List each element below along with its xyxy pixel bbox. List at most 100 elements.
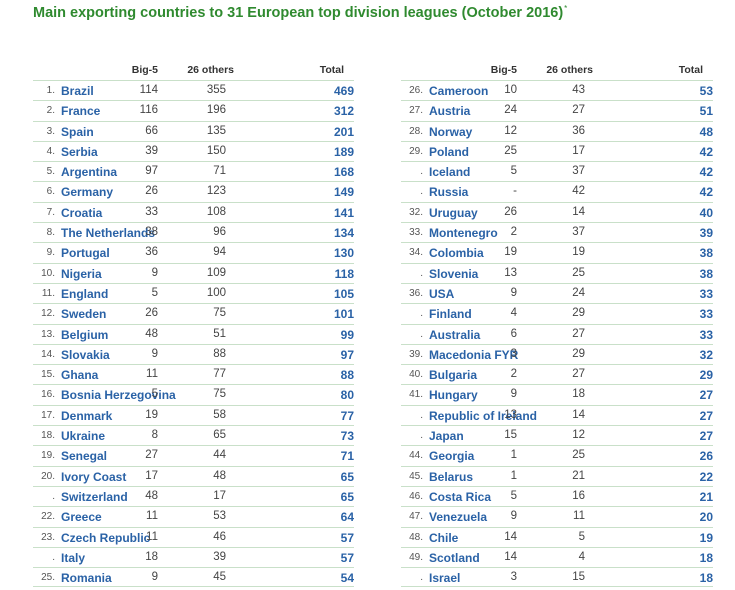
total-value: 64 (340, 510, 354, 525)
big5-value: 5 (151, 388, 158, 401)
big5-value: 27 (145, 449, 158, 462)
others-value: 14 (572, 205, 585, 218)
country: Belgium (61, 327, 109, 342)
big5-value: 8 (151, 429, 158, 442)
others-value: 25 (572, 449, 585, 462)
rank: . (420, 572, 423, 584)
table-row: 44. Georgia 1 25 26 (401, 445, 713, 465)
country: Ukraine (61, 429, 106, 444)
rank: . (420, 409, 423, 421)
rank: 44. (409, 450, 423, 462)
others-value: 16 (572, 489, 585, 502)
rank: 27. (409, 105, 423, 117)
table-row: 18. Ukraine 8 65 73 (33, 425, 354, 445)
rank: 15. (41, 369, 55, 381)
rank: 36. (409, 287, 423, 299)
country: Australia (429, 327, 481, 342)
total-value: 38 (699, 266, 713, 281)
total-value: 38 (699, 246, 713, 261)
table-row: . Italy 18 39 57 (33, 546, 354, 567)
others-value: 19 (572, 246, 585, 259)
column-header-total: Total (678, 64, 703, 76)
others-value: 21 (572, 469, 585, 482)
country: Serbia (61, 144, 98, 159)
total-value: 32 (699, 347, 713, 362)
total-value: 73 (340, 429, 354, 444)
table-row: 25. Romania 9 45 54 (33, 567, 354, 588)
country: The Netherlands (61, 226, 156, 241)
total-value: 65 (340, 469, 354, 484)
rank: 9. (46, 247, 55, 259)
total-value: 51 (699, 104, 713, 119)
table-row: 17. Denmark 19 58 77 (33, 404, 354, 425)
total-value: 53 (699, 84, 713, 98)
total-value: 54 (340, 571, 354, 586)
big5-value: 9 (510, 388, 517, 401)
others-value: 58 (213, 408, 226, 421)
total-value: 189 (333, 144, 354, 159)
big5-value: 33 (145, 205, 158, 218)
total-value: 88 (340, 368, 354, 383)
others-value: 29 (572, 347, 585, 360)
rank: 14. (41, 348, 55, 360)
total-value: 21 (699, 489, 713, 504)
total-value: 27 (699, 429, 713, 444)
big5-value: 11 (146, 510, 158, 523)
others-value: 17 (213, 489, 226, 502)
big5-value: 9 (151, 571, 158, 584)
country: Japan (429, 429, 464, 444)
big5-value: 39 (145, 144, 158, 157)
others-value: 75 (213, 307, 226, 320)
table-row: 7. Croatia 33 108 141 (33, 201, 354, 222)
total-value: 18 (699, 571, 713, 586)
big5-value: 1 (510, 449, 517, 462)
country: Slovakia (61, 347, 110, 362)
table-header: Big-5 26 others Total (33, 64, 354, 80)
big5-value: 3 (510, 347, 517, 360)
table-row: . Japan 15 12 27 (401, 425, 713, 445)
country: Czech Republic (61, 530, 151, 545)
table-row: . Australia 6 27 33 (401, 323, 713, 344)
total-value: 168 (333, 165, 354, 180)
rank: 23. (41, 531, 55, 543)
table-row: 47. Venezuela 9 11 20 (401, 506, 713, 526)
others-value: 109 (206, 266, 226, 279)
table-row: . Switzerland 48 17 65 (33, 485, 354, 506)
others-value: 355 (206, 84, 226, 96)
rank: 22. (41, 511, 55, 523)
country: Cameroon (429, 84, 489, 98)
total-value: 39 (699, 226, 713, 241)
table-row: 10. Nigeria 9 109 118 (33, 262, 354, 283)
big5-value: 6 (510, 327, 517, 340)
country: Senegal (61, 449, 108, 464)
big5-value: 11 (146, 368, 158, 381)
table-row: 45. Belarus 1 21 22 (401, 465, 713, 486)
country: Bulgaria (429, 368, 478, 383)
table-row: . Finland 4 29 33 (401, 303, 713, 323)
total-value: 97 (340, 347, 354, 362)
others-value: 24 (572, 286, 585, 299)
country: Portugal (61, 246, 110, 261)
total-value: 33 (699, 327, 713, 342)
total-value: 71 (340, 449, 354, 464)
country: Ghana (61, 368, 99, 383)
rank: . (420, 186, 423, 198)
country: Argentina (61, 165, 118, 180)
country: Italy (61, 550, 86, 565)
table-row: 1. Brazil 114 355 469 (33, 80, 354, 100)
country: USA (429, 286, 455, 301)
others-value: 123 (206, 185, 226, 198)
others-value: 18 (572, 388, 585, 401)
big5-value: 48 (145, 489, 158, 502)
country: Germany (61, 185, 114, 200)
country: France (61, 104, 101, 119)
table-row: 29. Poland 25 17 42 (401, 140, 713, 161)
others-value: 14 (572, 408, 585, 421)
country: Belarus (429, 469, 474, 484)
big5-value: 116 (139, 104, 158, 117)
country: Greece (61, 510, 102, 525)
rank: 33. (409, 227, 423, 239)
table-row: . Israel 3 15 18 (401, 567, 713, 588)
others-value: 42 (572, 185, 585, 198)
total-value: 201 (333, 124, 354, 139)
